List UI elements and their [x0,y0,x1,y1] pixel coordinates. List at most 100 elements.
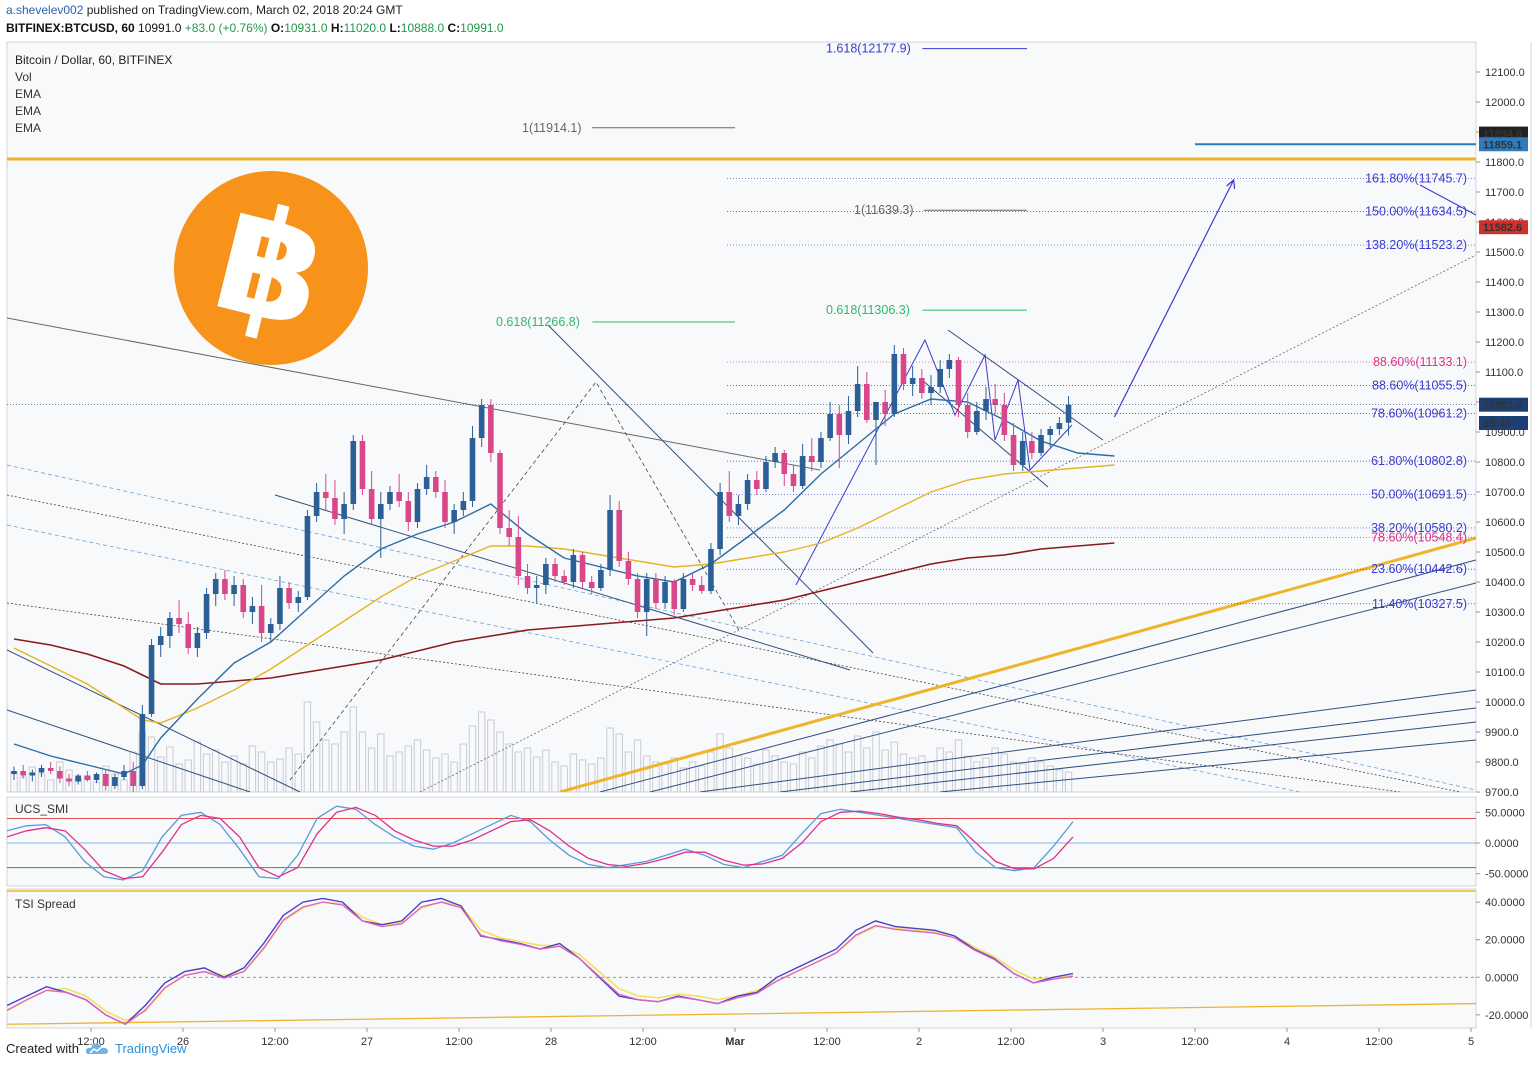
candle-body [203,594,210,633]
candle-body [818,438,824,462]
volume-bar [450,761,458,792]
candle-body [1056,423,1063,429]
volume-bar [725,747,733,792]
candle-body [368,489,375,519]
volume-bar [212,749,220,792]
volume-bar [762,749,770,792]
publish-text: published on TradingView.com, March 02, … [86,3,403,17]
candle-body [75,775,81,782]
candle-body [442,492,448,522]
candle-body [708,549,714,591]
volume-bar [267,761,275,792]
volume-bar [496,731,504,792]
volume-bar [202,753,211,792]
fib-level-label: 61.80%(10802.8) [1371,454,1467,468]
volume-bar [982,757,990,792]
candle-body [974,411,980,432]
candle-body [937,369,943,387]
candle-body [836,414,843,435]
candle-body [66,778,72,782]
tsi-plot [7,890,1476,1026]
volume-bar [157,756,165,792]
volume-bar [1000,753,1009,792]
volume-bar [606,727,614,792]
candle-body [185,624,192,648]
trend-line [274,494,851,671]
extension-label: 1(11914.1) [522,121,582,135]
price-tick-label: 11800.0 [1485,157,1524,169]
candle-body [396,492,402,501]
trend-line [947,329,1104,441]
legend-ema-2[interactable]: EMA [15,104,42,118]
price-tick-label: 10300.0 [1485,607,1525,619]
candle-body [167,618,173,636]
time-tick-label: 28 [545,1036,557,1048]
price-tick-label: 11700.0 [1485,187,1524,199]
price-tick-label: 11300.0 [1485,307,1524,319]
author-link[interactable]: a.shevelev002 [6,3,84,17]
price-tick-label: 11100.0 [1485,367,1523,379]
volume-bar [46,779,55,792]
candle-body [1047,429,1054,435]
volume-bar [65,769,73,792]
candle-body [790,474,797,486]
price-badge [1479,397,1528,412]
candle-body [763,462,769,489]
volume-bar [184,759,192,792]
volume-bar [532,756,541,792]
volume-bar [477,711,486,792]
candle-body [854,384,861,411]
candle-body [799,456,806,486]
price-badge [1479,126,1528,141]
price-tick-label: 11500.0 [1485,247,1524,259]
tsi-tick-label: 0.0000 [1485,972,1519,984]
volume-bar [395,751,403,792]
candle-body [1010,435,1017,465]
candle-body [643,579,650,612]
volume-bar [780,761,788,792]
candle-body [983,399,989,411]
volume-bar [1046,765,1054,792]
legend-ema-1[interactable]: EMA [15,87,42,101]
open-label: O: [270,21,285,35]
price-tick-label: 11400.0 [1485,277,1524,289]
volume-bar [404,745,413,792]
candle-body [313,492,320,516]
fib-level-label: 23.60%(10442.6) [1371,562,1467,576]
candle-body [29,772,36,776]
ema-slow-line [13,542,1115,685]
time-tick-label: 12:00 [1365,1036,1393,1048]
volume-bar [578,759,587,792]
candle-body [928,387,934,393]
volume-bar [560,765,568,792]
price-tick-label: 10700.0 [1485,487,1525,499]
tsi-panel-label[interactable]: TSI Spread [15,897,76,911]
price-tick-label: 9800.0 [1485,757,1519,769]
ema-mid-line [13,464,1115,724]
candle-body [992,399,998,405]
trend-line [779,707,1476,792]
volume-bar [276,758,284,792]
trend-line [649,582,1476,792]
smi-panel-label[interactable]: UCS_SMI [15,802,69,816]
volume-bar [826,739,834,792]
candle-body [121,771,127,777]
candle-body [57,771,63,779]
trend-line [547,324,874,654]
candle-body [524,576,531,588]
candle-body [561,576,567,582]
open-value: 10931.0 [284,21,328,35]
volume-bar [817,745,825,792]
legend-ema-3[interactable]: EMA [15,121,42,135]
candle-body [1065,404,1072,423]
tradingview-link[interactable]: TradingView [114,1041,187,1056]
legend-volume[interactable]: Vol [15,70,32,84]
volume-bar [954,739,963,792]
candle-body [552,564,558,576]
candle-body [827,414,833,438]
candle-body [295,597,302,603]
smi-pane [6,796,1477,887]
fib-level-label: 78.60%(10961.2) [1371,407,1467,421]
candle-body [845,411,852,435]
